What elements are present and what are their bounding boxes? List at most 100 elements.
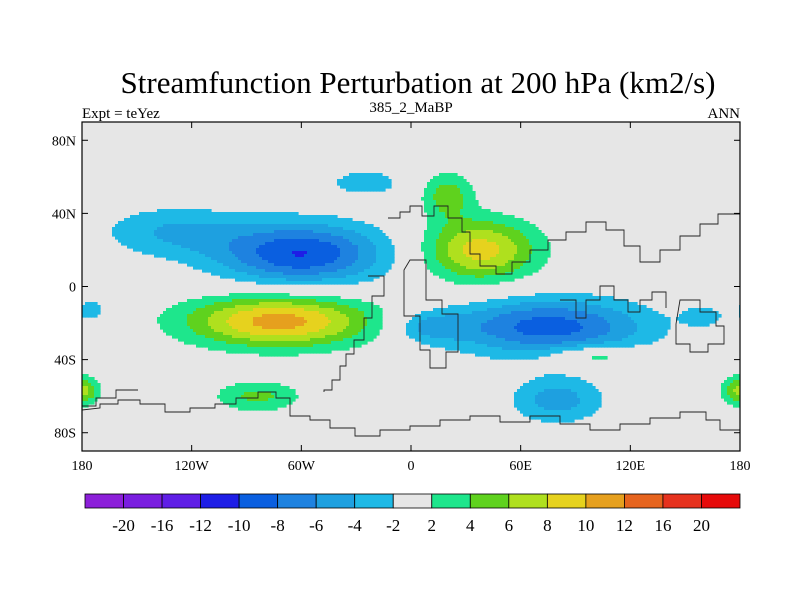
contour-cell xyxy=(559,329,563,333)
contour-cell xyxy=(334,224,338,228)
contour-cell xyxy=(343,275,347,279)
contour-cell xyxy=(301,242,305,246)
contour-cell xyxy=(274,248,278,252)
contour-cell xyxy=(487,260,491,264)
contour-cell xyxy=(229,248,233,252)
contour-cell xyxy=(190,332,194,336)
contour-cell xyxy=(307,266,311,270)
contour-cell xyxy=(262,254,266,258)
contour-cell xyxy=(511,233,515,237)
contour-cell xyxy=(457,242,461,246)
contour-cell xyxy=(298,218,302,222)
contour-cell xyxy=(145,245,149,249)
contour-cell xyxy=(445,314,449,318)
contour-cell xyxy=(196,233,200,237)
contour-cell xyxy=(532,239,536,243)
contour-cell xyxy=(301,227,305,231)
contour-cell xyxy=(571,317,575,321)
contour-cell xyxy=(493,299,497,303)
contour-cell xyxy=(352,302,356,306)
contour-cell xyxy=(304,275,308,279)
contour-cell xyxy=(322,242,326,246)
contour-cell xyxy=(583,299,587,303)
contour-cell xyxy=(319,329,323,333)
contour-cell xyxy=(334,233,338,237)
contour-cell xyxy=(241,335,245,339)
contour-cell xyxy=(343,320,347,324)
contour-cell xyxy=(556,326,560,330)
contour-cell xyxy=(187,299,191,303)
contour-cell xyxy=(436,182,440,186)
contour-cell xyxy=(232,212,236,216)
contour-cell xyxy=(280,215,284,219)
contour-cell xyxy=(496,230,500,234)
contour-cell xyxy=(661,326,665,330)
contour-cell xyxy=(277,212,281,216)
contour-cell xyxy=(262,308,266,312)
contour-cell xyxy=(439,197,443,201)
contour-cell xyxy=(259,281,263,285)
contour-cell xyxy=(172,254,176,258)
contour-cell xyxy=(184,221,188,225)
contour-cell xyxy=(193,209,197,213)
contour-cell xyxy=(457,206,461,210)
contour-cell xyxy=(301,275,305,279)
contour-cell xyxy=(307,320,311,324)
contour-cell xyxy=(424,245,428,249)
contour-cell xyxy=(379,176,383,180)
contour-cell xyxy=(568,302,572,306)
contour-cell xyxy=(550,293,554,297)
contour-cell xyxy=(472,254,476,258)
contour-cell xyxy=(433,236,437,240)
contour-cell xyxy=(304,251,308,255)
contour-cell xyxy=(553,314,557,318)
contour-cell xyxy=(664,317,668,321)
contour-cell xyxy=(295,248,299,252)
contour-cell xyxy=(496,263,500,267)
contour-cell xyxy=(460,185,464,189)
contour-cell xyxy=(343,257,347,261)
contour-cell xyxy=(175,236,179,240)
contour-cell xyxy=(277,224,281,228)
contour-cell xyxy=(301,254,305,258)
contour-cell xyxy=(265,245,269,249)
contour-cell xyxy=(643,326,647,330)
contour-cell xyxy=(253,212,257,216)
contour-cell xyxy=(142,218,146,222)
contour-cell xyxy=(439,209,443,213)
contour-cell xyxy=(229,227,233,231)
contour-cell xyxy=(553,317,557,321)
contour-cell xyxy=(361,257,365,261)
contour-cell xyxy=(535,320,539,324)
contour-cell xyxy=(577,326,581,330)
contour-cell xyxy=(478,308,482,312)
contour-cell xyxy=(85,305,89,309)
contour-cell xyxy=(475,323,479,327)
contour-cell xyxy=(268,263,272,267)
contour-cell xyxy=(229,224,233,228)
contour-cell xyxy=(226,323,230,327)
contour-cell xyxy=(166,212,170,216)
contour-cell xyxy=(157,212,161,216)
contour-cell xyxy=(547,323,551,327)
contour-cell xyxy=(292,323,296,327)
contour-cell xyxy=(700,311,704,315)
contour-cell xyxy=(232,236,236,240)
contour-cell xyxy=(157,242,161,246)
contour-cell xyxy=(193,335,197,339)
contour-cell xyxy=(238,323,242,327)
contour-cell xyxy=(241,302,245,306)
contour-cell xyxy=(199,257,203,261)
contour-cell xyxy=(220,311,224,315)
contour-cell xyxy=(649,311,653,315)
contour-cell xyxy=(316,305,320,309)
contour-cell xyxy=(343,218,347,222)
contour-cell xyxy=(373,248,377,252)
contour-cell xyxy=(571,302,575,306)
contour-cell xyxy=(442,191,446,195)
contour-cell xyxy=(487,245,491,249)
contour-cell xyxy=(262,242,266,246)
contour-cell xyxy=(157,254,161,258)
contour-cell xyxy=(286,239,290,243)
contour-cell xyxy=(535,266,539,270)
